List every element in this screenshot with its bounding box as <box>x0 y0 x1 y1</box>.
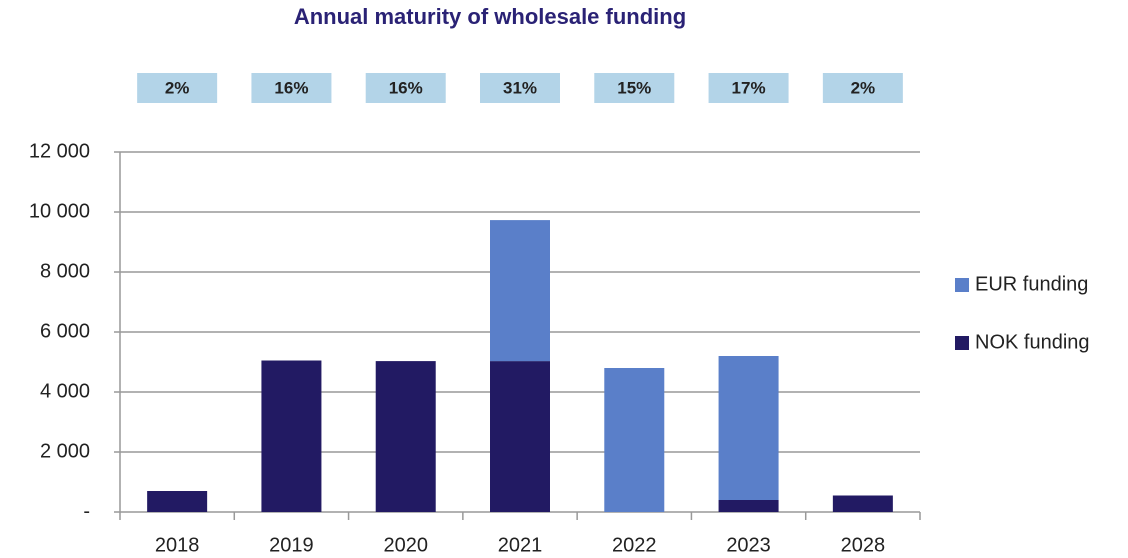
y-tick-label: 4 000 <box>40 380 90 402</box>
share-label: 15% <box>617 78 651 97</box>
legend-swatch <box>955 278 969 292</box>
bar-segment <box>375 361 436 512</box>
bar-segment <box>832 495 893 512</box>
share-label: 16% <box>389 78 423 97</box>
x-tick-label: 2019 <box>269 534 314 556</box>
x-tick-label: 2018 <box>155 534 200 556</box>
legend-label: NOK funding <box>975 331 1090 353</box>
y-tick-label: 10 000 <box>29 200 90 222</box>
share-box <box>480 73 560 103</box>
chart-title: Annual maturity of wholesale funding <box>294 4 686 29</box>
legend-swatch <box>955 336 969 350</box>
share-label: 31% <box>503 78 537 97</box>
y-tick-label: 12 000 <box>29 140 90 162</box>
bar-segment <box>604 368 665 512</box>
share-label: 16% <box>274 78 308 97</box>
legend-label: EUR funding <box>975 273 1088 295</box>
share-box <box>365 73 446 103</box>
bar-segment <box>490 361 550 512</box>
bar-segment <box>261 360 322 512</box>
bar-segment <box>490 220 550 362</box>
x-tick-label: 2020 <box>383 534 428 556</box>
share-box <box>594 73 675 103</box>
x-tick-label: 2028 <box>841 534 886 556</box>
x-tick-label: 2022 <box>612 534 657 556</box>
share-label: 2% <box>165 78 190 97</box>
share-label: 17% <box>732 78 766 97</box>
bar-segment <box>718 356 779 500</box>
share-box <box>251 73 332 103</box>
share-label: 2% <box>851 78 876 97</box>
x-tick-label: 2023 <box>726 534 771 556</box>
x-tick-label: 2021 <box>498 534 543 556</box>
bar-segment <box>147 491 208 512</box>
share-box <box>822 73 903 103</box>
y-tick-label: 6 000 <box>40 320 90 342</box>
y-tick-label: 8 000 <box>40 260 90 282</box>
bar-segment <box>718 500 779 512</box>
share-box <box>708 73 789 103</box>
y-tick-label: 2 000 <box>40 440 90 462</box>
share-box <box>137 73 218 103</box>
y-tick-label: - <box>83 500 90 522</box>
